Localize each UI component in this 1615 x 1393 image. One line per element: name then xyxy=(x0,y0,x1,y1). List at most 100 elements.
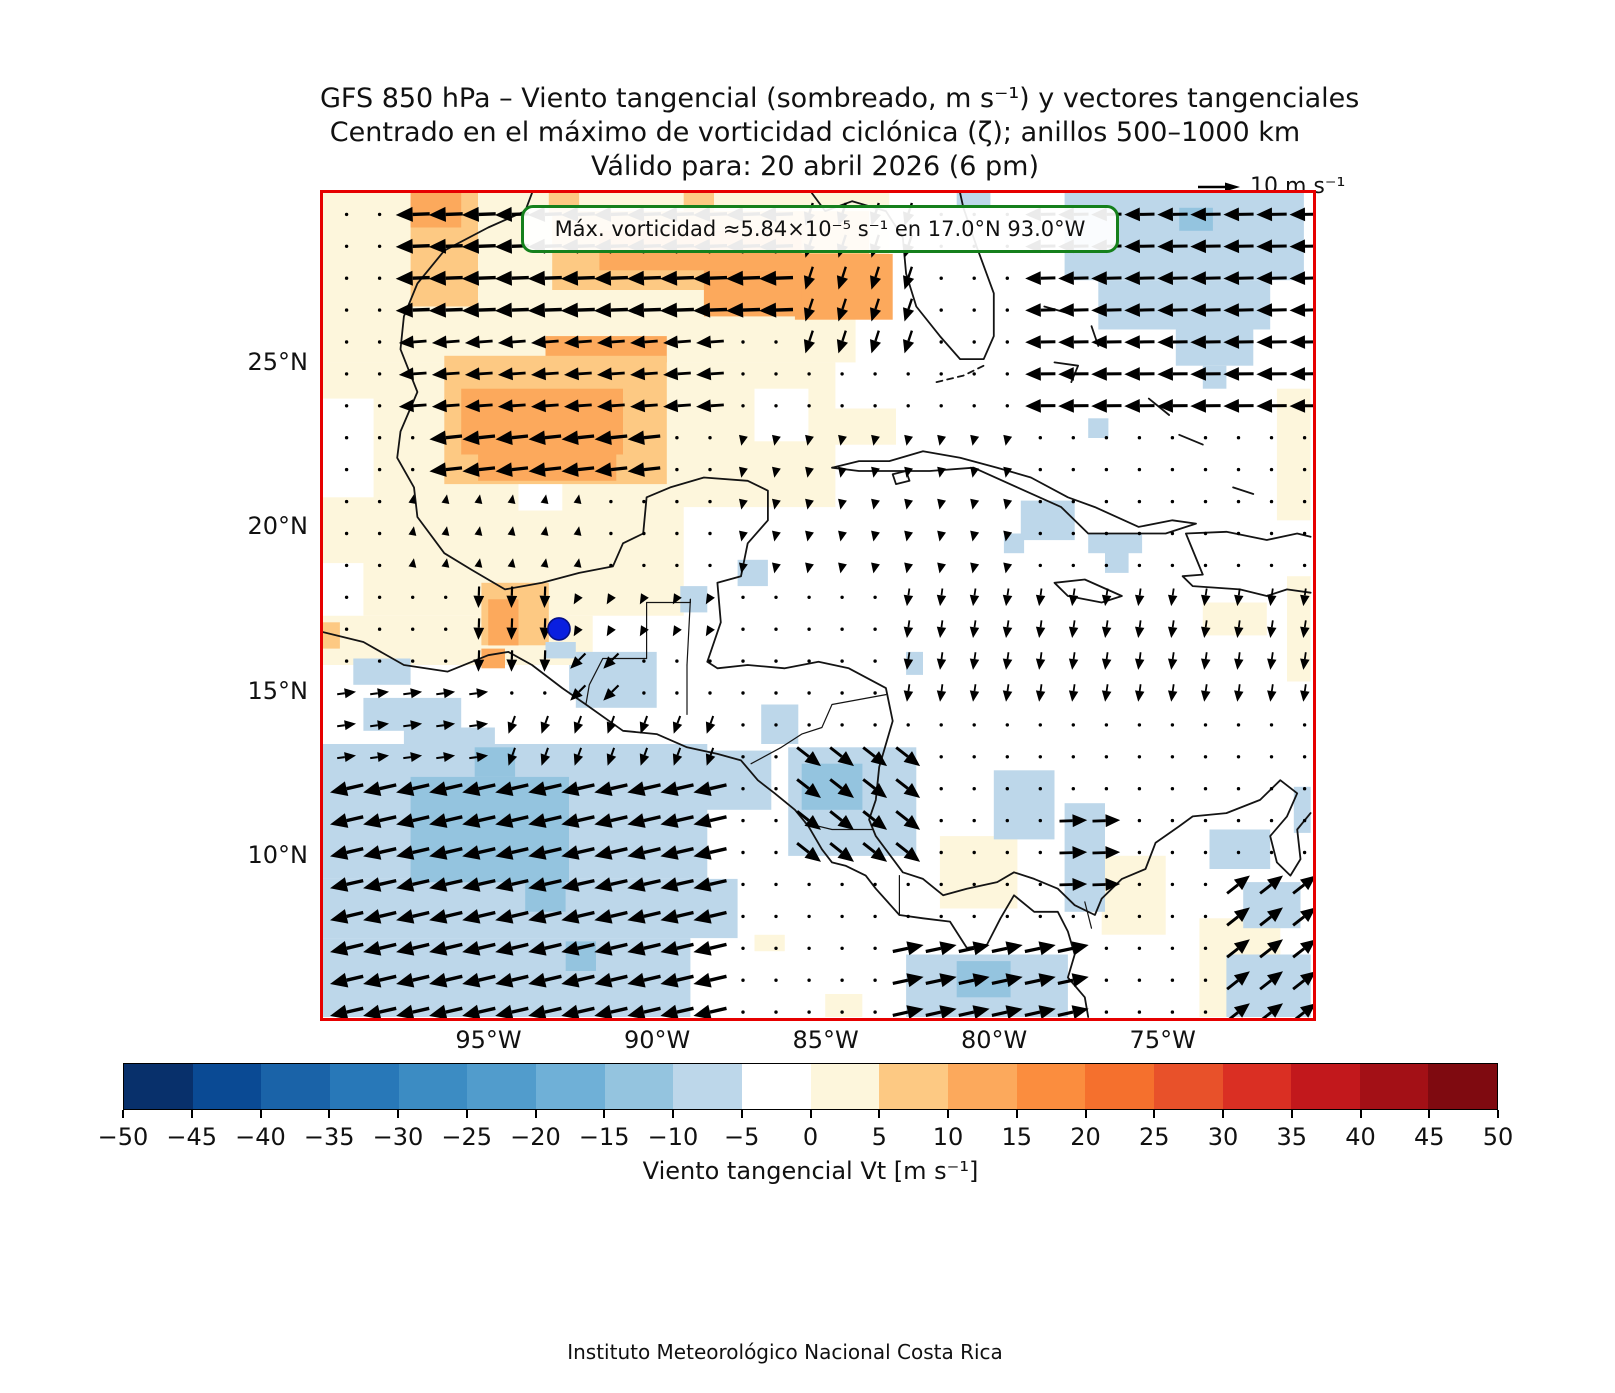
wind-vector-shaft xyxy=(907,620,911,628)
colorbar-tick-label: −30 xyxy=(372,1123,424,1151)
wind-vector-head xyxy=(330,877,349,892)
wind-vector-head xyxy=(936,626,947,638)
wind-vector-head xyxy=(660,1004,679,1018)
wind-vector-shaft xyxy=(1105,652,1109,660)
colorbar-swatch xyxy=(1222,1064,1292,1109)
calm-dot xyxy=(1203,723,1208,727)
wind-vector-shaft xyxy=(958,946,975,954)
wind-vector-head xyxy=(660,845,679,860)
wind-vector-head xyxy=(805,530,814,542)
wind-vector-head xyxy=(1256,367,1273,381)
calm-dot xyxy=(873,595,877,599)
wind-vector-head xyxy=(474,558,483,568)
colorbar-tick-mark xyxy=(809,1110,812,1118)
wind-vector-head xyxy=(660,781,679,796)
wind-vector-head xyxy=(377,688,389,699)
calm-dot xyxy=(1302,531,1307,536)
wind-vector-head xyxy=(1101,658,1112,670)
calm-dot xyxy=(873,1010,877,1014)
shading-patch xyxy=(1020,500,1075,541)
wind-vector-head xyxy=(528,972,547,988)
wind-vector-head xyxy=(363,941,382,956)
wind-vector-head xyxy=(560,302,579,318)
calm-dot xyxy=(1038,499,1042,504)
wind-vector-head xyxy=(627,845,646,860)
wind-vector-shaft xyxy=(469,724,478,728)
calm-dot xyxy=(1170,755,1175,759)
wind-vector-shaft xyxy=(346,878,364,887)
wind-vector-shaft xyxy=(610,466,628,472)
wind-vector-head xyxy=(473,627,485,640)
calm-dot xyxy=(642,563,646,568)
wind-vector-head xyxy=(573,593,583,605)
wind-vector-head xyxy=(497,399,513,413)
wind-vector-shaft xyxy=(346,910,364,919)
calm-dot xyxy=(906,372,910,376)
wind-vector-shaft xyxy=(1138,652,1142,660)
calm-dot xyxy=(774,723,778,727)
wind-vector-shaft xyxy=(577,1006,595,1014)
wind-vector-head xyxy=(759,270,777,286)
calm-dot xyxy=(708,563,712,568)
wind-vector-head xyxy=(1267,875,1283,891)
wind-vector-shaft xyxy=(709,1006,727,1014)
wind-vector-head xyxy=(626,302,645,318)
calm-dot xyxy=(1269,787,1274,791)
wind-vector-head xyxy=(936,594,947,607)
calm-dot xyxy=(1302,818,1307,823)
calm-dot xyxy=(1203,563,1208,568)
calm-dot xyxy=(807,627,811,631)
wind-vector-shaft xyxy=(511,1006,529,1014)
wind-vector-head xyxy=(1233,939,1250,954)
calm-dot xyxy=(1236,467,1241,472)
wind-vector-shaft xyxy=(413,403,427,408)
wind-vector-shaft xyxy=(511,974,529,982)
wind-vector-head xyxy=(330,972,349,988)
calm-dot xyxy=(1269,818,1274,823)
calm-dot xyxy=(741,787,745,791)
wind-vector-shaft xyxy=(577,783,595,791)
wind-vector-shaft xyxy=(511,747,516,756)
wind-vector-shaft xyxy=(643,747,649,756)
wind-vector-shaft xyxy=(445,244,463,248)
calm-dot xyxy=(840,372,844,376)
colorbar-tick-label: 15 xyxy=(1001,1123,1033,1151)
wind-vector-shaft xyxy=(446,339,460,344)
wind-vector-head xyxy=(803,275,815,290)
wind-vector-head xyxy=(429,877,448,892)
colorbar-swatch xyxy=(741,1064,811,1109)
wind-vector-shaft xyxy=(907,330,914,342)
wind-vector-head xyxy=(507,753,518,766)
wind-vector-shaft xyxy=(370,724,378,728)
calm-dot xyxy=(1137,914,1142,919)
wind-vector-shaft xyxy=(412,307,430,312)
calm-dot xyxy=(1137,467,1142,472)
wind-vector-shaft xyxy=(677,371,691,376)
wind-vector-head xyxy=(660,941,679,956)
wind-vector-shaft xyxy=(1226,979,1239,991)
wind-vector-head xyxy=(1289,239,1306,254)
wind-vector-shaft xyxy=(1138,620,1142,628)
shading-patch xyxy=(1098,280,1271,330)
calm-dot xyxy=(1071,787,1075,791)
wind-vector-head xyxy=(1234,690,1244,702)
wind-vector-head xyxy=(1300,971,1313,986)
wind-vector-head xyxy=(660,877,679,892)
wind-vector-shaft xyxy=(829,778,843,790)
calm-dot xyxy=(807,914,811,919)
wind-vector-head xyxy=(531,335,546,349)
wind-vector-shaft xyxy=(445,974,463,982)
wind-vector-head xyxy=(663,367,679,381)
calm-dot xyxy=(873,627,877,631)
calm-dot xyxy=(1038,467,1042,472)
wind-vector-shaft xyxy=(973,588,977,596)
wind-vector-shaft xyxy=(1138,684,1142,692)
calm-dot xyxy=(642,499,646,504)
calm-dot xyxy=(1137,787,1142,791)
calm-dot xyxy=(1104,467,1109,472)
wind-vector-shaft xyxy=(958,978,975,985)
wind-vector-head xyxy=(428,238,446,254)
wind-vector-shaft xyxy=(611,403,625,408)
wind-vector-head xyxy=(429,941,448,956)
shading-patch xyxy=(1202,365,1227,389)
